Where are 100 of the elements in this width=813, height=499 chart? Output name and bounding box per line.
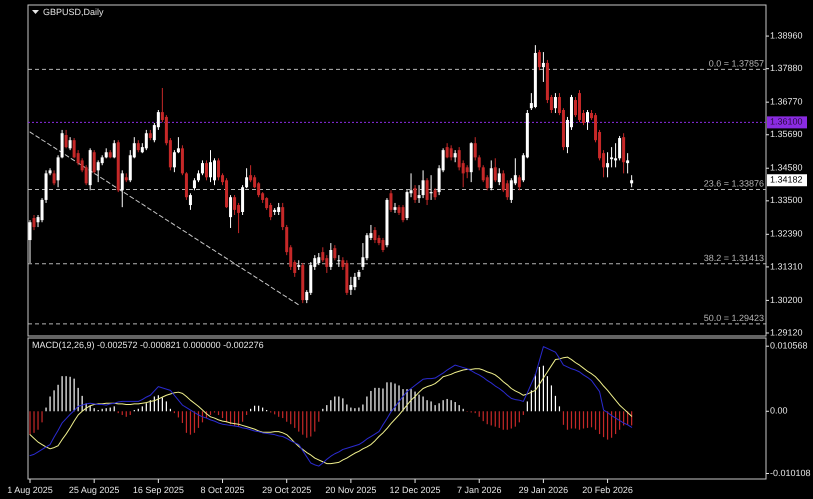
candlestick (68, 136, 72, 151)
y-tick-label: -0.010108 (770, 468, 811, 478)
candlestick (84, 164, 88, 186)
candlestick (136, 140, 140, 153)
candlestick (422, 170, 425, 199)
x-tick-label: 29 Jan 2026 (518, 485, 568, 495)
candlestick (321, 246, 324, 263)
y-tick-label: 1.30200 (770, 294, 803, 305)
candlestick (32, 214, 36, 231)
x-tick-label: 25 Aug 2025 (68, 485, 120, 495)
candlestick (542, 52, 545, 82)
candlestick (538, 49, 541, 71)
candlestick (349, 276, 352, 296)
candlestick (40, 198, 44, 223)
candlestick (28, 220, 32, 264)
x-tick-label: 20 Feb 2026 (582, 485, 633, 495)
candlestick (454, 150, 457, 163)
candlestick (208, 150, 212, 183)
candlestick (245, 168, 248, 189)
candlestick (56, 154, 60, 188)
annotation: 1.34182 (770, 174, 803, 185)
candlestick (586, 110, 590, 130)
x-tick-label: 16 Sep 2025 (132, 485, 184, 495)
candlestick (192, 178, 196, 191)
candlestick (606, 152, 610, 178)
candlestick (418, 184, 421, 204)
y-tick-label: 1.36770 (770, 96, 803, 107)
candlestick (120, 170, 124, 208)
candlestick (402, 204, 405, 223)
y-tick-label: 1.37880 (770, 63, 803, 74)
candlestick (414, 184, 417, 204)
candlestick (52, 170, 56, 186)
candlestick (626, 152, 630, 174)
candlestick (229, 194, 232, 228)
ref-line-label: 50.0 = 1.29423 (704, 312, 764, 323)
candlestick (398, 204, 401, 216)
candlestick (458, 146, 461, 171)
y-tick-label: 0.010568 (770, 340, 808, 351)
candlestick (96, 160, 100, 183)
candlestick (200, 160, 204, 176)
candlestick (510, 178, 513, 204)
candlestick (92, 150, 96, 174)
x-tick-label: 29 Oct 2025 (262, 485, 312, 495)
ref-line-label: 0.0 = 1.37857 (708, 58, 764, 68)
chart-title: GBPUSD,Daily (43, 7, 104, 17)
x-tick-label: 7 Jan 2026 (456, 485, 502, 495)
candlestick (494, 158, 497, 183)
candlestick (297, 260, 300, 270)
y-tick-label: 1.32390 (770, 228, 803, 239)
y-tick-label: 1.34580 (770, 162, 803, 173)
candlestick (466, 164, 469, 179)
candlestick (269, 202, 272, 221)
candlestick (353, 272, 356, 291)
candlestick (357, 269, 360, 280)
candlestick (381, 237, 384, 253)
candlestick (281, 202, 284, 231)
candlestick (233, 194, 236, 216)
y-tick-label: 1.29120 (770, 327, 803, 338)
ref-line-label: 38.2 = 1.31413 (704, 252, 764, 263)
candlestick (188, 192, 192, 210)
candlestick (474, 136, 477, 161)
x-tick-label: 20 Nov 2025 (325, 485, 376, 495)
candlestick (317, 252, 320, 266)
y-tick-label: 1.38960 (770, 30, 803, 40)
candlestick (614, 142, 618, 168)
y-tick-label: 1.31310 (770, 261, 803, 272)
candlestick (502, 170, 505, 193)
candlestick (204, 160, 208, 181)
y-tick-label: 1.33500 (770, 195, 803, 206)
candlestick (337, 254, 340, 268)
y-tick-label: 1.35690 (770, 129, 803, 140)
candlestick (325, 254, 328, 274)
candlestick (213, 158, 216, 186)
x-tick-label: 1 Aug 2025 (7, 485, 53, 495)
candlestick (64, 129, 68, 149)
ref-line-label: 1.36100 (770, 116, 803, 127)
candlestick (498, 168, 501, 186)
candlestick (574, 96, 577, 118)
candlestick (257, 182, 260, 198)
candlestick (373, 226, 376, 244)
candlestick (434, 188, 437, 200)
candlestick (196, 170, 200, 183)
candlestick (618, 135, 622, 161)
candlestick (112, 140, 116, 159)
candlestick (478, 154, 481, 171)
candlestick (393, 202, 396, 214)
candlestick (389, 190, 392, 212)
candlestick (554, 92, 557, 114)
candlestick (217, 158, 220, 181)
y-tick-label: 0.00 (770, 406, 788, 416)
candlestick (184, 172, 188, 200)
x-tick-label: 12 Dec 2025 (390, 485, 441, 495)
candlestick (430, 174, 433, 200)
chart-title: MACD(12,26,9) -0.002572 -0.000821 0.000000 -0.002276 (32, 340, 264, 350)
candlestick (426, 178, 429, 206)
candlestick (144, 129, 148, 151)
candlestick (104, 148, 108, 159)
candlestick (277, 202, 280, 216)
candlestick (249, 164, 252, 183)
candlestick (490, 160, 493, 191)
